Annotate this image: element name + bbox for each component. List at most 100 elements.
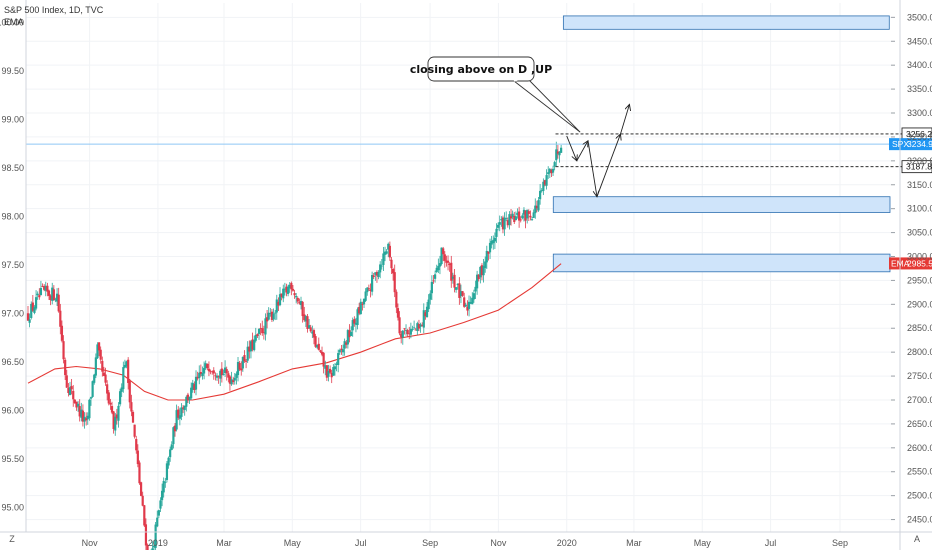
right-tick-label: 3100.0 <box>907 204 932 214</box>
spx-tag-value: 3234.9 <box>907 139 932 149</box>
candle-body <box>535 205 538 209</box>
candle-body <box>170 444 173 450</box>
candle-body <box>459 291 463 297</box>
candle-body <box>543 180 547 185</box>
candle-body <box>49 295 52 301</box>
candle-body <box>122 367 125 390</box>
candle-body <box>46 285 49 292</box>
candle-body <box>506 220 509 226</box>
ema-tag-value: 2985.5 <box>907 258 932 268</box>
candle-body <box>104 374 107 383</box>
candle-body <box>335 363 338 365</box>
candle-body <box>274 312 277 314</box>
candle-body <box>320 351 324 355</box>
candle-body <box>387 243 390 250</box>
candle-body <box>474 286 477 292</box>
candle-body <box>548 168 551 173</box>
candle-body <box>249 341 253 352</box>
candle-body <box>463 297 466 307</box>
candle-body <box>39 287 43 296</box>
right-tick-label: 3350.0 <box>907 84 932 94</box>
candle-body <box>70 386 73 390</box>
left-tick-label: 98.00 <box>1 212 24 222</box>
candle-body <box>110 406 114 413</box>
candle-body <box>72 390 75 400</box>
candle-body <box>508 214 511 226</box>
candle-body <box>264 318 267 335</box>
candle-body <box>374 272 377 275</box>
candle-body <box>522 209 526 215</box>
corner-left-label[interactable]: Z <box>9 534 15 544</box>
x-tick-label: 2019 <box>148 538 168 548</box>
candle-body <box>233 377 236 381</box>
candle-body <box>102 372 106 376</box>
candle-body <box>89 397 93 399</box>
candle-body <box>513 215 516 223</box>
candle-body <box>31 302 34 311</box>
candle-body <box>30 303 33 319</box>
candle-body <box>34 297 38 309</box>
candle-body <box>467 301 471 309</box>
candle-body <box>51 287 54 301</box>
annotation-callout[interactable]: closing above on D ,UP <box>410 56 581 133</box>
candle-body <box>404 330 408 331</box>
candle-body <box>265 317 269 322</box>
candle-body <box>388 245 391 258</box>
left-tick-label: 98.50 <box>1 163 24 173</box>
candle-body <box>228 376 232 384</box>
candle-body <box>406 330 409 335</box>
candle-body <box>526 209 529 219</box>
candle-body <box>484 261 487 268</box>
candle-body <box>425 306 429 318</box>
candle-body <box>186 394 190 401</box>
candle-body <box>167 457 170 466</box>
x-tick-label: Jul <box>355 538 367 548</box>
candle-body <box>123 364 127 368</box>
candle-body <box>421 325 424 327</box>
candle-body <box>246 346 249 361</box>
candle-body <box>43 285 46 290</box>
candle-body <box>424 312 427 317</box>
candle-body <box>76 403 80 407</box>
candle-body <box>181 407 185 409</box>
x-tick-label: Nov <box>490 538 507 548</box>
candle-body <box>41 286 44 287</box>
right-tick-label: 3300.0 <box>907 108 932 118</box>
projection-path[interactable] <box>566 104 630 197</box>
right-tick-label: 3200.0 <box>907 156 932 166</box>
x-tick-label: May <box>694 538 712 548</box>
candle-body <box>534 205 537 214</box>
candle-body <box>120 387 123 392</box>
candle-body <box>327 371 330 377</box>
candle-body <box>201 373 204 377</box>
candle-body <box>303 314 306 321</box>
candle-body <box>214 375 217 377</box>
candle-body <box>409 328 412 335</box>
corner-right-label[interactable]: A <box>914 534 920 544</box>
right-tick-label: 2800.0 <box>907 347 932 357</box>
projection-arrow <box>587 140 597 197</box>
candle-body <box>539 190 542 200</box>
candle-body <box>375 271 379 276</box>
candle-body <box>408 333 411 335</box>
spx-tag-label: SPX <box>892 139 909 149</box>
candle-body <box>529 215 532 218</box>
candle-body <box>480 265 484 276</box>
candle-body <box>356 309 359 326</box>
demand-zones[interactable] <box>552 15 891 273</box>
candle-body <box>128 380 131 403</box>
candle-body <box>240 368 243 371</box>
x-tick-label: Jul <box>765 538 777 548</box>
candle-body <box>461 291 464 296</box>
callout-text: closing above on D ,UP <box>410 63 552 76</box>
candle-body <box>366 287 369 293</box>
candle-body <box>540 190 543 192</box>
candle-body <box>316 344 319 348</box>
candle-body <box>332 367 335 376</box>
candle-body <box>75 401 78 408</box>
candle-body <box>138 462 141 484</box>
right-tick-label: 2550.0 <box>907 467 932 477</box>
candle-body <box>251 339 254 350</box>
